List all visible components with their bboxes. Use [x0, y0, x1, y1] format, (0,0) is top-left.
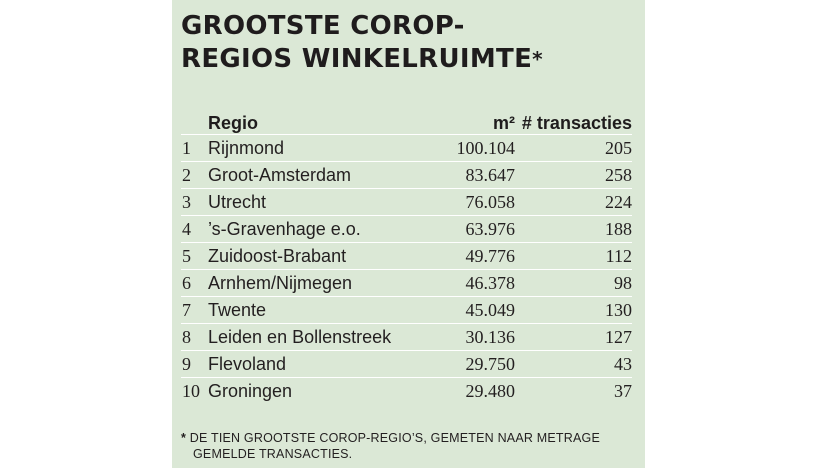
transactions-cell: 224 [515, 188, 632, 216]
region-cell: Leiden en Bollenstreek [208, 323, 423, 351]
transactions-cell: 127 [515, 323, 632, 351]
rank-cell: 2 [181, 161, 208, 189]
m2-cell: 100.104 [423, 134, 515, 162]
m2-cell: 46.378 [423, 269, 515, 297]
rank-cell: 4 [181, 215, 208, 243]
transactions-cell: 112 [515, 242, 632, 270]
table-header-row: Regio m² # transacties [181, 108, 632, 135]
transactions-cell: 130 [515, 296, 632, 324]
table-row: 10 Groningen 29.480 37 [181, 377, 632, 404]
rank-cell: 1 [181, 134, 208, 162]
m2-cell: 83.647 [423, 161, 515, 189]
region-cell: Zuidoost-Brabant [208, 242, 423, 270]
rank-cell: 6 [181, 269, 208, 297]
rank-cell: 8 [181, 323, 208, 351]
transactions-cell: 188 [515, 215, 632, 243]
table-row: 6 Arnhem/Nijmegen 46.378 98 [181, 269, 632, 297]
rank-header [181, 108, 208, 135]
region-cell: Groot-Amsterdam [208, 161, 423, 189]
region-cell: Groningen [208, 377, 423, 404]
transactions-cell: 37 [515, 377, 632, 404]
m2-cell: 76.058 [423, 188, 515, 216]
title-asterisk: * [532, 47, 543, 71]
table-row: 3 Utrecht 76.058 224 [181, 188, 632, 216]
table-row: 9 Flevoland 29.750 43 [181, 350, 632, 378]
rank-cell: 7 [181, 296, 208, 324]
transactions-header: # transacties [521, 113, 632, 133]
table-row: 5 Zuidoost-Brabant 49.776 112 [181, 242, 632, 270]
table-body: 1 Rijnmond 100.104 205 2 Groot-Amsterdam 83.64… [181, 134, 632, 404]
title-line-1: GROOTSTE COROP- [181, 11, 465, 41]
table-row: 2 Groot-Amsterdam 83.647 258 [181, 161, 632, 189]
footnote-line-1: DE TIEN GROOTSTE COROP-REGIO’S, GEMETEN … [189, 431, 600, 445]
region-cell: Rijnmond [208, 134, 423, 162]
m2-header: m² [493, 113, 515, 133]
table-row: 4’s-Gravenhage e.o. 63.976 188 [181, 215, 632, 243]
transactions-cell: 258 [515, 161, 632, 189]
m2-cell: 49.776 [423, 242, 515, 270]
rank-cell: 9 [181, 350, 208, 378]
transactions-cell: 43 [515, 350, 632, 378]
region-cell: Utrecht [208, 188, 423, 216]
region-cell: Twente [208, 296, 423, 324]
transactions-cell: 205 [515, 134, 632, 162]
region-cell: Flevoland [208, 350, 423, 378]
rank-cell: 10 [181, 377, 208, 404]
transactions-cell: 98 [515, 269, 632, 297]
region-cell: ’s-Gravenhage e.o. [208, 215, 423, 243]
table-row: 8 Leiden en Bollenstreek 30.136 127 [181, 323, 632, 351]
m2-cell: 29.750 [423, 350, 515, 378]
m2-cell: 63.976 [423, 215, 515, 243]
table-row: 1 Rijnmond 100.104 205 [181, 134, 632, 162]
region-cell: Arnhem/Nijmegen [208, 269, 423, 297]
rank-cell: 3 [181, 188, 208, 216]
footnote-line-2: GEMELDE TRANSACTIES. [193, 447, 353, 461]
rank-cell: 5 [181, 242, 208, 270]
m2-cell: 30.136 [423, 323, 515, 351]
region-header: Regio [208, 113, 259, 133]
info-panel: GROOTSTE COROP- REGIOS WINKELRUIMTE* Reg… [172, 0, 645, 468]
footnote-star: * [181, 431, 187, 445]
footnote: * DE TIEN GROOTSTE COROP-REGIO’S, GEMETE… [181, 430, 611, 462]
title-line-2: REGIOS WINKELRUIMTE* [181, 43, 631, 76]
table-row: 7 Twente 45.049 130 [181, 296, 632, 324]
title-line-2-text: REGIOS WINKELRUIMTE [181, 44, 533, 74]
regions-table: Regio m² # transacties 1 Rijnmond 100.104 2… [181, 108, 632, 404]
m2-cell: 29.480 [423, 377, 515, 404]
m2-cell: 45.049 [423, 296, 515, 324]
panel-title: GROOTSTE COROP- REGIOS WINKELRUIMTE* [181, 10, 631, 76]
